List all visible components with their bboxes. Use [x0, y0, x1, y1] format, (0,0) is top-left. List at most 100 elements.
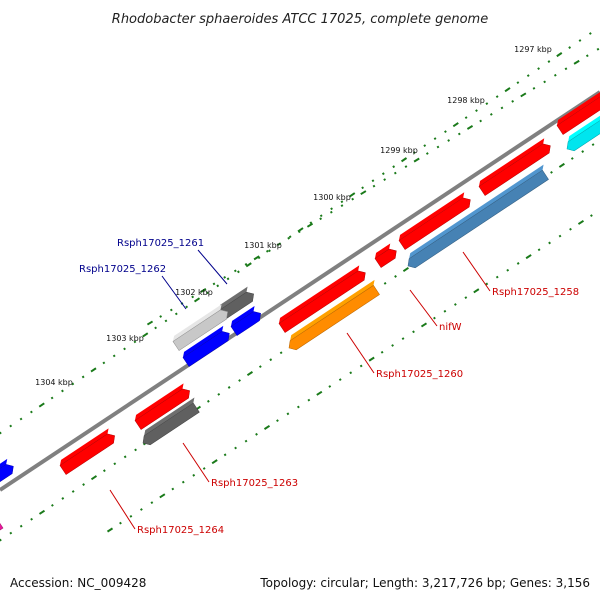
tick-mark — [51, 503, 54, 507]
gene-arrow[interactable] — [229, 305, 264, 336]
gene-arrow[interactable] — [58, 428, 118, 475]
gene-arrow[interactable] — [477, 138, 554, 196]
tick-mark — [500, 106, 504, 110]
gene-arrow[interactable] — [171, 304, 231, 351]
tick-mark — [90, 367, 97, 373]
kbp-label: 1298 kbp — [447, 96, 485, 105]
tick-mark — [169, 308, 173, 312]
tick-mark — [537, 248, 541, 252]
tick-mark — [159, 493, 166, 499]
tick-mark — [573, 59, 580, 65]
gene-arrow[interactable] — [562, 111, 600, 153]
tick-mark — [360, 190, 367, 196]
tick-mark — [123, 347, 126, 351]
tick-mark — [265, 249, 269, 253]
tick-mark — [361, 186, 365, 190]
tick-mark — [444, 130, 447, 134]
gene-label[interactable]: nifW — [439, 322, 462, 333]
tick-mark — [464, 116, 468, 120]
tick-mark — [511, 100, 515, 103]
gene-arrow[interactable] — [555, 88, 600, 135]
gene-arrow[interactable] — [0, 513, 6, 554]
tick-mark — [288, 235, 292, 239]
gene-label-leader — [197, 249, 228, 285]
tick-mark — [553, 73, 557, 77]
tick-mark — [19, 417, 23, 421]
gene-label[interactable]: Rsph17025_1261 — [117, 238, 204, 249]
tick-mark — [402, 266, 409, 272]
tick-mark — [504, 87, 511, 93]
tick-mark — [319, 217, 323, 221]
tick-mark — [61, 497, 65, 500]
tick-mark — [244, 262, 248, 266]
gene-label[interactable]: Rsph17025_1262 — [79, 264, 166, 275]
tick-mark — [258, 365, 262, 369]
tick-mark — [106, 527, 114, 533]
tick-mark — [433, 137, 437, 141]
kbp-label: 1304 kbp — [35, 378, 73, 387]
tick-mark — [0, 538, 2, 542]
tick-mark — [226, 277, 230, 281]
gene-arrow[interactable] — [138, 397, 203, 447]
kbp-label: 1299 kbp — [380, 146, 418, 155]
tick-mark — [159, 315, 163, 318]
tick-mark — [359, 364, 363, 368]
tick-mark — [0, 431, 2, 435]
tick-mark — [192, 473, 196, 477]
gene-arrow[interactable] — [0, 458, 16, 500]
tick-mark — [391, 344, 394, 347]
tick-mark — [596, 47, 600, 51]
gene-arrow[interactable] — [397, 192, 474, 250]
tick-mark — [129, 514, 133, 518]
tick-mark — [227, 386, 231, 389]
tick-mark — [464, 296, 468, 299]
tick-mark — [319, 214, 323, 218]
gene-label[interactable]: Rsph17025_1264 — [137, 525, 224, 536]
gene-arrow[interactable] — [373, 243, 400, 268]
tick-mark — [452, 122, 459, 128]
gene-arrow[interactable] — [181, 325, 233, 367]
tick-mark — [171, 487, 175, 491]
gene-label[interactable]: Rsph17025_1258 — [492, 287, 579, 298]
gene-arrow[interactable] — [403, 164, 552, 271]
gene-label-leader — [161, 275, 187, 310]
tick-mark — [485, 102, 489, 106]
gene-label[interactable]: Rsph17025_1263 — [211, 478, 298, 489]
tick-mark — [150, 501, 154, 505]
tick-mark — [328, 385, 332, 388]
tick-mark — [392, 165, 396, 169]
tick-mark — [234, 446, 237, 450]
tick-mark — [223, 453, 227, 457]
tick-mark — [268, 249, 271, 253]
tick-mark — [279, 351, 283, 355]
tick-mark — [526, 74, 530, 77]
tick-mark — [569, 227, 572, 231]
tick-mark — [425, 152, 429, 155]
tick-mark — [349, 192, 356, 198]
tick-mark — [316, 390, 323, 396]
tick-mark — [591, 143, 595, 147]
gene-arrow[interactable] — [277, 265, 369, 333]
tick-mark — [412, 330, 415, 334]
gene-label[interactable]: Rsph17025_1260 — [376, 369, 463, 380]
tick-mark — [200, 287, 207, 293]
tick-mark — [164, 319, 168, 323]
tick-mark — [340, 204, 344, 208]
tick-mark — [297, 230, 301, 234]
tick-mark — [246, 371, 254, 377]
gene-label-leader — [109, 489, 136, 530]
tick-mark — [206, 399, 210, 403]
tick-mark — [244, 439, 248, 443]
tick-mark — [485, 282, 489, 286]
tick-mark — [154, 326, 158, 330]
tick-mark — [287, 236, 291, 240]
gene-arrow[interactable] — [133, 383, 193, 430]
tick-mark — [570, 157, 574, 160]
tick-mark — [112, 354, 116, 358]
tick-mark — [349, 371, 353, 375]
gene-arrow[interactable] — [284, 279, 383, 353]
tick-mark — [453, 303, 457, 306]
tick-mark — [495, 95, 499, 98]
gene-label-leader — [182, 442, 210, 483]
